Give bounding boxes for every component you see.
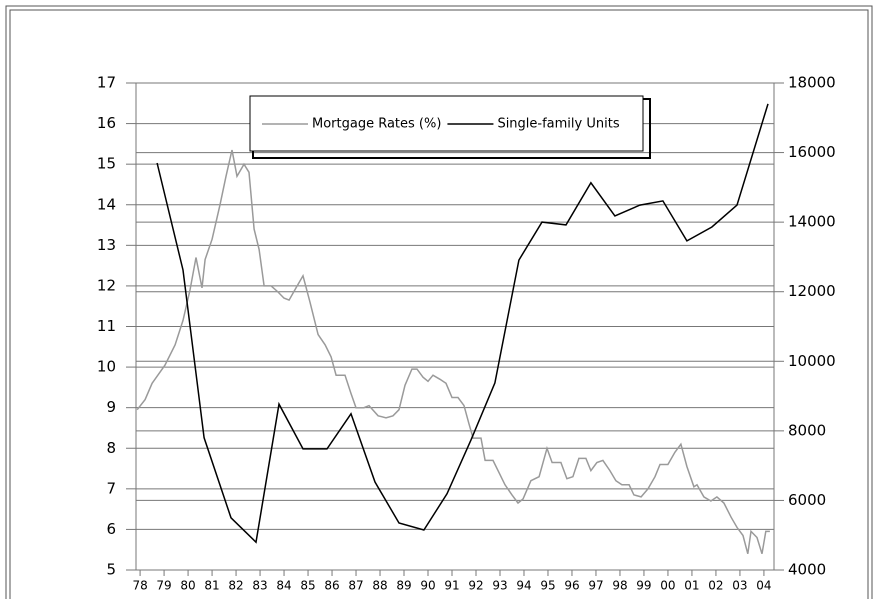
x-tick-label: 91 <box>444 579 459 593</box>
x-tick-label: 90 <box>420 579 435 593</box>
y-tick-label: 17 <box>97 74 116 92</box>
y2-tick-label: 8000 <box>788 421 826 439</box>
y-tick-label: 14 <box>97 195 116 213</box>
x-tick-label: 80 <box>180 579 195 593</box>
y2-tick-label: 10000 <box>788 352 836 370</box>
y-tick-label: 9 <box>106 398 116 416</box>
x-tick-label: 01 <box>684 579 699 593</box>
x-tick-label: 03 <box>732 579 747 593</box>
y-tick-label: 15 <box>97 155 116 173</box>
plot: 5678910111213141516174000600080001000012… <box>97 74 836 593</box>
x-tick-label: 88 <box>372 579 387 593</box>
legend-label: Mortgage Rates (%) <box>312 117 441 132</box>
x-tick-label: 02 <box>708 579 723 593</box>
y-tick-label: 6 <box>106 520 116 538</box>
y-tick-label: 7 <box>106 479 116 497</box>
y-tick-label: 12 <box>97 276 116 294</box>
frame <box>5 5 873 599</box>
x-tick-label: 79 <box>156 579 171 593</box>
y2-tick-label: 16000 <box>788 143 836 161</box>
series-line <box>156 103 769 544</box>
legend-items: Mortgage Rates (%) Single-family Units <box>262 117 620 132</box>
y-tick-label: 11 <box>97 317 116 335</box>
x-tick-label: 87 <box>348 579 363 593</box>
x-tick-label: 95 <box>540 579 555 593</box>
x-tick-label: 89 <box>396 579 411 593</box>
x-tick-label: 93 <box>492 579 507 593</box>
x-tick-label: 85 <box>300 579 315 593</box>
y-tick-label: 5 <box>106 561 116 579</box>
x-tick-label: 81 <box>204 579 219 593</box>
x-tick-label: 84 <box>276 579 291 593</box>
x-tick-label: 96 <box>564 579 579 593</box>
x-tick-label: 00 <box>660 579 675 593</box>
x-tick-label: 97 <box>588 579 603 593</box>
x-tick-label: 04 <box>756 579 771 593</box>
y-tick-label: 8 <box>106 439 116 457</box>
x-tick-label: 98 <box>612 579 627 593</box>
legend <box>249 95 644 152</box>
x-tick-label: 99 <box>636 579 651 593</box>
y-tick-label: 16 <box>97 114 116 132</box>
y2-tick-label: 18000 <box>788 74 836 92</box>
frame-inner <box>9 9 869 599</box>
x-tick-label: 94 <box>516 579 531 593</box>
x-tick-label: 78 <box>132 579 147 593</box>
legend-label: Single-family Units <box>497 117 619 132</box>
x-tick-label: 92 <box>468 579 483 593</box>
x-tick-label: 86 <box>324 579 339 593</box>
y2-tick-label: 6000 <box>788 491 826 509</box>
x-tick-label: 82 <box>228 579 243 593</box>
x-tick-label: 83 <box>252 579 267 593</box>
y2-tick-label: 14000 <box>788 213 836 231</box>
y-tick-label: 13 <box>97 236 116 254</box>
y-tick-label: 10 <box>97 358 116 376</box>
y2-tick-label: 12000 <box>788 282 836 300</box>
y2-tick-label: 4000 <box>788 561 826 579</box>
series-line <box>136 149 770 555</box>
